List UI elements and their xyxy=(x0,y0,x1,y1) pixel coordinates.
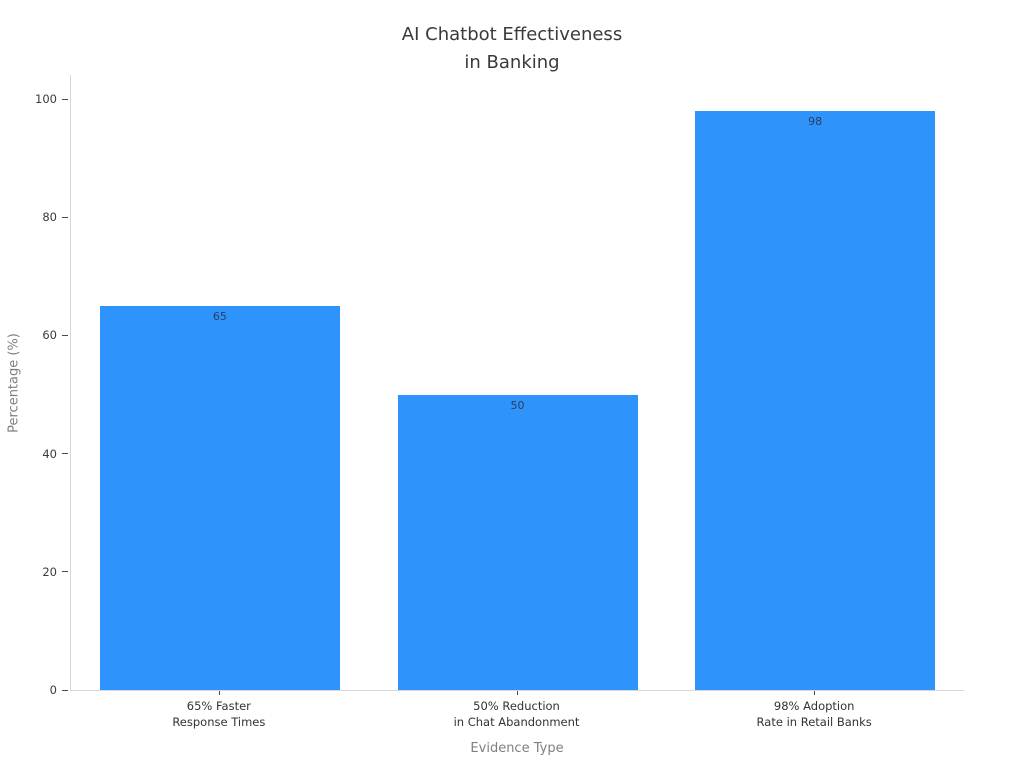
bar-value-label: 65 xyxy=(212,309,227,323)
bar-value-label: 50 xyxy=(510,398,525,412)
x-category-label: 50% Reduction in Chat Abandonment xyxy=(453,699,580,729)
bar-value-label: 98 xyxy=(808,114,823,128)
bar-2: 98 xyxy=(695,110,936,690)
plot-area: 65 50 98 xyxy=(70,75,964,691)
y-tick-label: 100 xyxy=(35,92,57,106)
y-tick-mark xyxy=(62,334,68,336)
x-axis: 65% Faster Response Times 50% Reduction i… xyxy=(70,690,963,750)
bar-0: 65 xyxy=(99,305,340,690)
bar-1: 50 xyxy=(397,394,638,690)
y-tick-mark xyxy=(62,689,68,691)
chart-title: AI Chatbot Effectiveness in Banking xyxy=(401,24,623,73)
y-tick-label: 60 xyxy=(42,328,57,343)
y-tick-mark xyxy=(62,98,68,100)
x-axis-title: Evidence Type xyxy=(470,741,564,756)
x-tick-mark xyxy=(218,691,220,695)
y-tick-label: 40 xyxy=(42,446,57,461)
y-tick-label: 20 xyxy=(42,564,57,579)
y-tick-mark xyxy=(62,453,68,455)
x-category-label: 65% Faster Response Times xyxy=(172,699,266,729)
y-axis: 0 20 40 60 80 100 xyxy=(0,75,70,697)
y-tick-mark xyxy=(62,216,68,218)
y-tick-label: 0 xyxy=(49,683,57,697)
y-tick-mark xyxy=(62,571,68,573)
x-tick-mark xyxy=(516,691,518,695)
x-tick-mark xyxy=(814,691,816,695)
x-category-label: 98% Adoption Rate in Retail Banks xyxy=(756,699,872,729)
y-tick-label: 80 xyxy=(42,210,57,225)
